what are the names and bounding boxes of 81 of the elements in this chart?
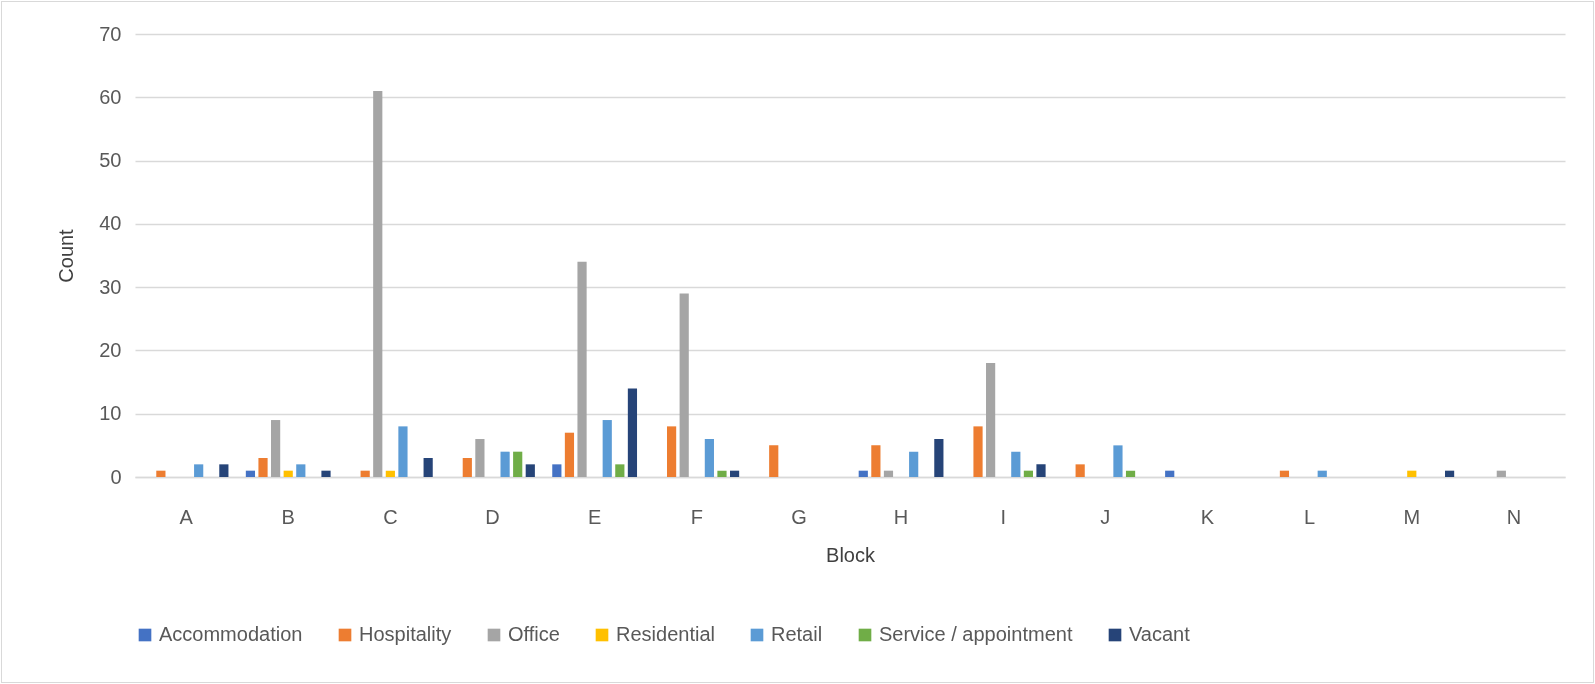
bar [679, 293, 689, 477]
bar [1113, 445, 1123, 477]
bar [934, 439, 944, 477]
bar [283, 470, 293, 477]
bar [194, 464, 204, 477]
bar [321, 470, 331, 477]
bar [1075, 464, 1085, 477]
x-tick-label: L [1304, 505, 1316, 528]
x-tick-label: I [1000, 505, 1006, 528]
y-tick-label: 20 [99, 338, 122, 361]
legend-label: Office [508, 623, 560, 645]
legend-label: Hospitality [359, 623, 452, 645]
bar [602, 420, 612, 477]
y-tick-label: 0 [110, 465, 122, 488]
bar [729, 470, 740, 477]
bar [1125, 470, 1136, 477]
bar [513, 451, 523, 477]
bar [1496, 470, 1506, 477]
x-tick-label: H [893, 505, 909, 528]
legend-label: Service / appointment [879, 623, 1073, 645]
x-tick-label: K [1200, 505, 1215, 528]
x-tick-label: E [587, 505, 602, 528]
bar [858, 470, 868, 477]
bar [666, 426, 677, 477]
y-axis-title: Count [55, 228, 78, 283]
bar [615, 464, 625, 477]
bar [973, 426, 983, 477]
x-tick-label: D [485, 505, 500, 528]
bar [769, 445, 779, 477]
bar [871, 445, 881, 477]
x-tick-label: G [791, 505, 807, 528]
x-tick-label: C [383, 505, 398, 528]
y-tick-label: 30 [99, 275, 122, 298]
bar [1317, 470, 1327, 477]
bar [883, 470, 894, 477]
bar [627, 388, 638, 477]
bar [373, 90, 383, 477]
bar [156, 470, 166, 477]
legend-label: Accommodation [159, 623, 303, 645]
bar [462, 458, 472, 477]
bar [1165, 470, 1175, 477]
bar [245, 470, 256, 477]
y-tick-label: 70 [99, 22, 122, 45]
x-tick-label: N [1506, 505, 1522, 528]
bar [500, 451, 510, 477]
bar [909, 451, 919, 477]
bar [296, 464, 306, 477]
bar [577, 261, 587, 477]
legend-label: Vacant [1129, 623, 1191, 645]
bar [552, 464, 562, 477]
bar [475, 439, 485, 477]
bar [564, 432, 575, 477]
bar [1036, 464, 1046, 477]
legend-label: Residential [616, 623, 715, 645]
bar [704, 439, 714, 477]
bar [219, 464, 229, 477]
bar [423, 458, 433, 477]
x-tick-label: B [281, 505, 295, 528]
bar [986, 363, 996, 477]
x-tick-label: A [179, 505, 194, 528]
bar [1011, 451, 1021, 477]
y-tick-label: 10 [99, 402, 122, 425]
y-tick-label: 50 [99, 149, 122, 172]
bar [717, 470, 727, 477]
bar [1444, 470, 1455, 477]
y-tick-label: 40 [99, 212, 122, 235]
x-tick-label: M [1403, 505, 1421, 528]
legend-label: Retail [771, 623, 823, 645]
x-tick-label: F [690, 505, 703, 528]
y-tick-label: 60 [99, 85, 122, 108]
bar [1279, 470, 1290, 477]
bar [271, 420, 281, 477]
x-tick-label: J [1100, 505, 1111, 528]
bar [398, 426, 408, 477]
bar [1407, 470, 1417, 477]
bar [258, 458, 268, 477]
bar [385, 470, 395, 477]
bar [360, 470, 370, 477]
bar [525, 464, 535, 477]
x-axis-title: Block [826, 543, 876, 566]
bar [1023, 470, 1034, 477]
